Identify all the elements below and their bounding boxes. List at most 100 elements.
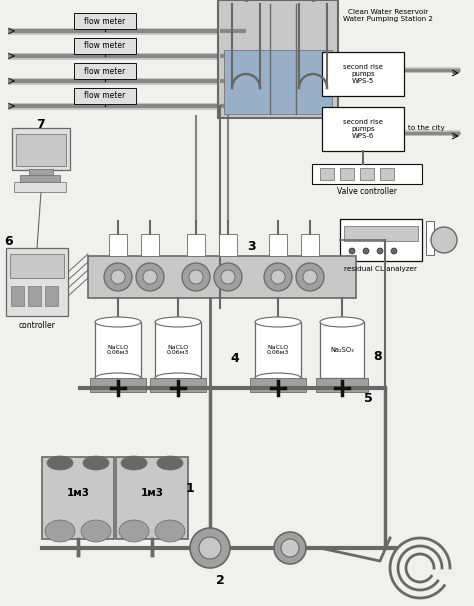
Circle shape: [214, 263, 242, 291]
Circle shape: [377, 248, 383, 254]
Text: 6: 6: [4, 235, 13, 248]
Bar: [45, 286, 58, 306]
Bar: [380, 168, 394, 180]
Circle shape: [111, 270, 125, 284]
Text: flow meter: flow meter: [84, 41, 126, 50]
Bar: [316, 378, 368, 392]
Bar: [340, 168, 354, 180]
Bar: [90, 378, 146, 392]
Bar: [320, 322, 364, 378]
Circle shape: [143, 270, 157, 284]
Circle shape: [189, 270, 203, 284]
Text: 8: 8: [374, 350, 383, 362]
Bar: [269, 234, 287, 256]
Bar: [426, 221, 434, 255]
Circle shape: [363, 248, 369, 254]
Bar: [74, 63, 136, 79]
Ellipse shape: [155, 520, 185, 542]
Bar: [74, 13, 136, 29]
Bar: [255, 322, 301, 378]
Circle shape: [391, 248, 397, 254]
Bar: [95, 322, 141, 378]
Circle shape: [136, 263, 164, 291]
Circle shape: [271, 270, 285, 284]
Ellipse shape: [119, 520, 149, 542]
Bar: [29, 169, 53, 176]
Bar: [74, 38, 136, 54]
Ellipse shape: [320, 317, 364, 327]
Bar: [116, 457, 188, 539]
Bar: [12, 128, 70, 170]
Circle shape: [281, 539, 299, 557]
Ellipse shape: [155, 373, 201, 383]
Text: 1: 1: [186, 482, 194, 494]
Bar: [28, 286, 41, 306]
Circle shape: [274, 532, 306, 564]
Ellipse shape: [157, 456, 183, 470]
Bar: [250, 378, 306, 392]
Bar: [141, 234, 159, 256]
Text: Na₂SO₃: Na₂SO₃: [330, 347, 354, 353]
Text: Clean Water Reservoir
Water Pumping Station 2: Clean Water Reservoir Water Pumping Stat…: [343, 8, 433, 21]
Bar: [88, 256, 356, 298]
Ellipse shape: [155, 317, 201, 327]
Text: 4: 4: [231, 351, 239, 364]
Ellipse shape: [95, 317, 141, 327]
Circle shape: [190, 528, 230, 568]
Circle shape: [199, 537, 221, 559]
Bar: [16, 134, 66, 166]
Text: 1м3: 1м3: [140, 488, 164, 498]
Circle shape: [303, 270, 317, 284]
Ellipse shape: [95, 373, 141, 383]
Circle shape: [349, 248, 355, 254]
Bar: [320, 168, 334, 180]
Bar: [11, 286, 24, 306]
Text: 7: 7: [36, 118, 46, 130]
Bar: [150, 378, 206, 392]
Ellipse shape: [255, 317, 301, 327]
Text: Valve controller: Valve controller: [337, 187, 397, 196]
Ellipse shape: [47, 456, 73, 470]
Text: controller: controller: [18, 321, 55, 330]
Text: 5: 5: [364, 391, 373, 404]
Ellipse shape: [255, 373, 301, 383]
Text: to the city: to the city: [408, 125, 445, 131]
Text: 3: 3: [248, 239, 256, 253]
Bar: [322, 107, 404, 151]
Bar: [20, 175, 60, 183]
Circle shape: [104, 263, 132, 291]
Circle shape: [296, 263, 324, 291]
Text: residual CL analyzer: residual CL analyzer: [345, 266, 418, 272]
Bar: [42, 457, 114, 539]
Ellipse shape: [81, 520, 111, 542]
Bar: [155, 322, 201, 378]
Bar: [187, 234, 205, 256]
Circle shape: [431, 227, 457, 253]
Text: flow meter: flow meter: [84, 16, 126, 25]
Bar: [74, 88, 136, 104]
Bar: [6, 248, 68, 316]
Bar: [301, 234, 319, 256]
Text: flow meter: flow meter: [84, 67, 126, 76]
Circle shape: [182, 263, 210, 291]
Text: flow meter: flow meter: [84, 92, 126, 101]
Bar: [218, 0, 338, 118]
Text: NaCLO
0.06м3: NaCLO 0.06м3: [267, 345, 289, 355]
Bar: [340, 219, 422, 261]
Bar: [10, 254, 64, 278]
Circle shape: [264, 263, 292, 291]
Text: NaCLO
0.06м3: NaCLO 0.06м3: [107, 345, 129, 355]
Ellipse shape: [83, 456, 109, 470]
Bar: [344, 226, 418, 241]
Bar: [322, 52, 404, 96]
Bar: [312, 164, 422, 184]
Text: second rise
pumps
WPS-5: second rise pumps WPS-5: [343, 64, 383, 84]
Bar: [224, 50, 332, 114]
Text: 1м3: 1м3: [66, 488, 90, 498]
Bar: [219, 234, 237, 256]
Bar: [360, 168, 374, 180]
Text: 2: 2: [216, 573, 224, 587]
Ellipse shape: [45, 520, 75, 542]
Text: second rise
pumps
WPS-6: second rise pumps WPS-6: [343, 119, 383, 139]
Ellipse shape: [121, 456, 147, 470]
